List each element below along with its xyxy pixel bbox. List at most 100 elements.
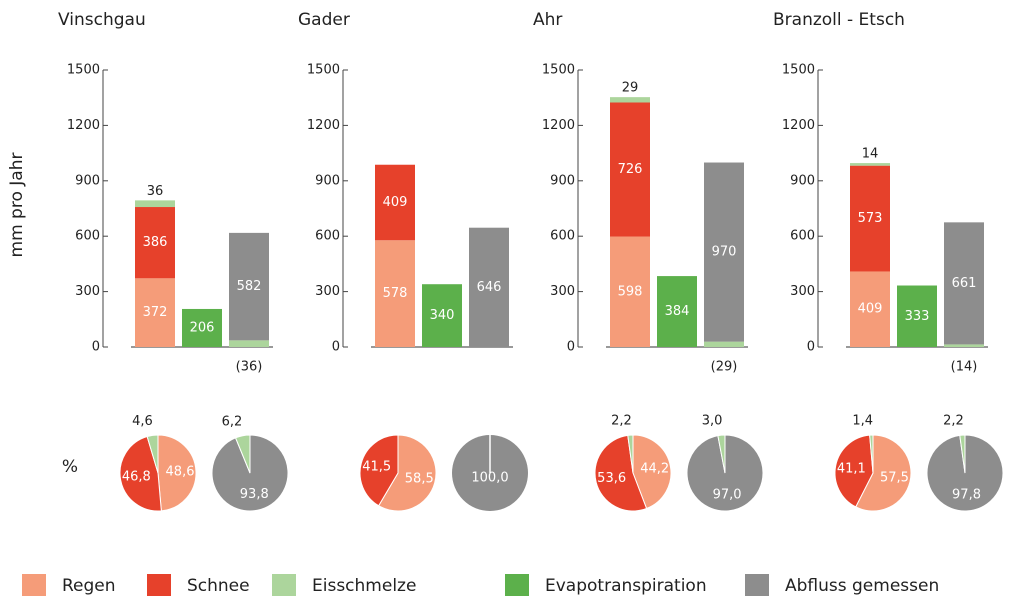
y-tick-label: 1200 <box>307 118 340 133</box>
pie-slice <box>146 434 159 474</box>
data-label: 578 <box>383 286 408 301</box>
bar-segment <box>850 163 890 166</box>
y-tick-label: 300 <box>315 284 340 299</box>
y-tick-label: 1500 <box>67 63 100 78</box>
y-tick-label: 300 <box>790 284 815 299</box>
bar-segment <box>375 164 415 241</box>
pie-label: 2,2 <box>611 414 632 429</box>
y-tick-label: 300 <box>75 284 100 299</box>
pie-label: 53,6 <box>597 471 626 486</box>
percent-label: % <box>62 457 78 477</box>
y-tick-label: 0 <box>807 340 815 355</box>
pie-slice <box>834 434 874 508</box>
bar-segment <box>229 232 269 341</box>
data-label: 372 <box>143 305 168 320</box>
y-tick-label: 900 <box>315 173 340 188</box>
bar-segment <box>375 240 415 347</box>
y-tick-label: 900 <box>550 173 575 188</box>
data-label: (36) <box>236 360 263 375</box>
pie-slice <box>359 434 399 507</box>
data-label: 970 <box>712 245 737 260</box>
pie-slice <box>594 434 648 512</box>
bar-segment <box>135 278 175 347</box>
data-label: 386 <box>143 235 168 250</box>
y-tick-label: 1500 <box>542 63 575 78</box>
legend-label: Regen <box>62 576 116 596</box>
pie-slice <box>157 434 197 512</box>
data-label: 36 <box>147 184 164 199</box>
pie-slice <box>926 434 1004 512</box>
bar-segment <box>704 341 744 347</box>
pie-label: 44,2 <box>640 462 669 477</box>
bar-segment <box>135 207 175 279</box>
pie-label: 57,5 <box>880 471 909 486</box>
bar-segment <box>944 344 984 347</box>
y-tick-label: 900 <box>75 173 100 188</box>
pie-slice <box>632 434 672 510</box>
pie-slice <box>119 435 162 512</box>
pie-label: 41,1 <box>837 461 866 476</box>
bar-segment <box>135 200 175 208</box>
pie-slice <box>234 434 251 474</box>
data-label: 384 <box>665 304 690 319</box>
y-tick-label: 600 <box>75 229 100 244</box>
pie-label: 97,8 <box>952 487 981 502</box>
y-tick-label: 1200 <box>67 118 100 133</box>
bar-segment <box>610 102 650 237</box>
pie-slice <box>377 434 437 512</box>
data-label: 14 <box>862 147 879 162</box>
pie-slice <box>855 434 912 512</box>
pie-label: 93,8 <box>240 487 269 502</box>
legend-label: Schnee <box>187 576 250 596</box>
pie-label: 4,6 <box>132 414 153 429</box>
chart-title: Ahr <box>533 10 562 30</box>
data-label: (29) <box>711 360 738 375</box>
pie-slice <box>717 434 726 474</box>
data-label: 661 <box>952 276 977 291</box>
y-tick-label: 600 <box>550 229 575 244</box>
legend-swatch <box>22 574 46 596</box>
y-tick-label: 900 <box>790 173 815 188</box>
pie-slice <box>211 434 289 512</box>
legend-swatch <box>505 574 529 596</box>
bar-segment <box>229 340 269 347</box>
pie-slice <box>959 434 966 474</box>
data-label: 409 <box>858 302 883 317</box>
pie-label: 97,0 <box>713 487 742 502</box>
bar-segment <box>944 222 984 345</box>
pie-label: 100,0 <box>471 471 508 486</box>
y-tick-label: 1500 <box>307 63 340 78</box>
bar-segment <box>422 284 462 347</box>
legend-label: Eisschmelze <box>312 576 416 596</box>
y-axis-label: mm pro Jahr <box>7 153 27 258</box>
pie-label: 3,0 <box>702 414 723 429</box>
bar-segment <box>850 271 890 347</box>
data-label: (14) <box>951 360 978 375</box>
y-tick-label: 600 <box>790 229 815 244</box>
y-tick-label: 1500 <box>782 63 815 78</box>
bar-segment <box>897 285 937 347</box>
chart-title: Vinschgau <box>58 10 146 30</box>
pie-label: 58,5 <box>405 471 434 486</box>
y-tick-label: 0 <box>92 340 100 355</box>
y-tick-label: 300 <box>550 284 575 299</box>
y-tick-label: 0 <box>567 340 575 355</box>
legend-swatch <box>147 574 171 596</box>
bar-segment <box>657 276 697 347</box>
data-label: 206 <box>190 320 215 335</box>
chart-title: Branzoll - Etsch <box>773 10 905 30</box>
legend-label: Evapotranspiration <box>545 576 707 596</box>
pie-slice <box>627 434 634 474</box>
bar-segment <box>610 236 650 347</box>
pie-slice <box>869 434 874 474</box>
bar-segment <box>469 227 509 347</box>
bar-segment <box>704 162 744 342</box>
data-label: 598 <box>618 284 643 299</box>
bar-segment <box>850 165 890 272</box>
pie-label: 48,6 <box>166 465 195 480</box>
data-label: 582 <box>237 279 262 294</box>
data-label: 333 <box>905 309 930 324</box>
y-tick-label: 1200 <box>782 118 815 133</box>
data-label: 409 <box>383 195 408 210</box>
